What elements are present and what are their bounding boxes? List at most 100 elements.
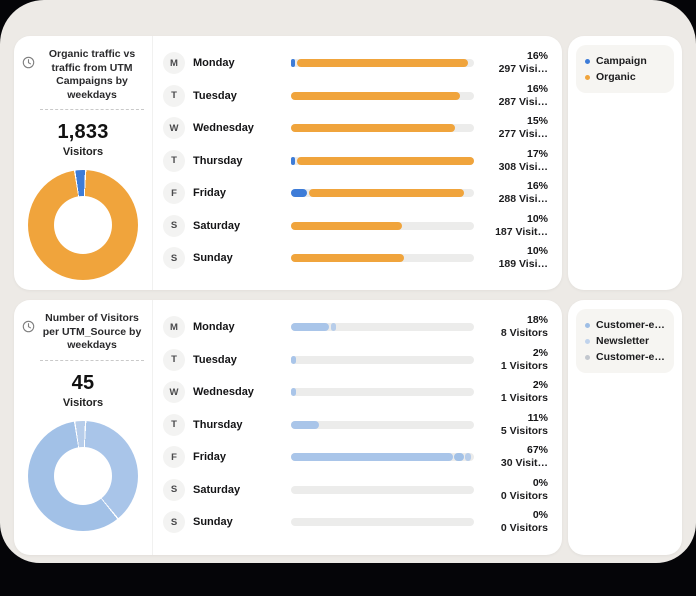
legend-label: Customer-e… [596, 319, 665, 331]
row-values: 10% 189 Visi… [482, 245, 548, 271]
day-letter-badge: T [163, 413, 185, 436]
utm-source-card: Number of Visitors per UTM_Source by wee… [14, 300, 562, 555]
percent-value: 16% [526, 180, 548, 193]
bar-segment [465, 453, 471, 462]
total-visitors-label: Visitors [62, 146, 104, 158]
row-values: 16% 288 Visi… [482, 180, 548, 206]
bar-segment [291, 453, 453, 462]
visitor-count: 308 Visi… [498, 160, 548, 173]
bar-segment [291, 420, 320, 429]
day-letter-badge: S [163, 247, 185, 270]
weekday-bar[interactable] [291, 323, 474, 332]
row-values: 17% 308 Visi… [482, 148, 548, 174]
day-label: Thursday [193, 418, 243, 431]
weekday-bar[interactable] [291, 221, 474, 230]
legend-dot-icon [585, 58, 590, 64]
weekday-row: S Saturday 0% 0 Visitors [163, 474, 548, 507]
day-label: Saturday [193, 219, 241, 232]
legend-chip: Customer-e… Newsletter Customer-e… [576, 309, 674, 373]
card-title: Organic traffic vs traffic from UTM Camp… [40, 48, 144, 110]
day-label: Friday [193, 187, 227, 200]
percent-value: 11% [527, 411, 548, 424]
visitor-count: 189 Visi… [498, 258, 548, 271]
weekday-bar[interactable] [291, 388, 474, 397]
day-letter-badge: S [163, 214, 185, 237]
legend-item[interactable]: Customer-e… [585, 317, 665, 333]
legend-item[interactable]: Customer-e… [585, 349, 665, 365]
bar-segment [296, 59, 468, 68]
weekday-row: W Wednesday 2% 1 Visitors [163, 376, 548, 409]
legend-panel: Customer-e… Newsletter Customer-e… [568, 300, 682, 555]
visitor-count: 30 Visit… [500, 457, 548, 470]
bar-segment [291, 189, 308, 198]
weekday-bar[interactable] [291, 453, 474, 462]
percent-value: 0% [532, 509, 548, 522]
legend-dot-icon [585, 74, 590, 80]
day-letter-badge: F [163, 446, 185, 469]
legend-item[interactable]: Organic [585, 69, 665, 85]
day-letter-badge: T [163, 348, 185, 371]
weekday-row: S Sunday 0% 0 Visitors [163, 506, 548, 539]
percent-value: 2% [532, 379, 548, 392]
legend-label: Campaign [596, 55, 647, 67]
row-values: 0% 0 Visitors [482, 477, 548, 503]
card-summary: Organic traffic vs traffic from UTM Camp… [14, 36, 153, 290]
day-label: Monday [193, 321, 235, 334]
day-letter-badge: S [163, 478, 185, 501]
top-widget-row: Organic traffic vs traffic from UTM Camp… [14, 36, 682, 290]
visitor-count: 0 Visitors [500, 522, 548, 535]
legend-dot-icon [585, 338, 590, 344]
bar-segment [291, 91, 461, 100]
day-label: Tuesday [193, 353, 237, 366]
weekday-bar[interactable] [291, 124, 474, 133]
weekday-bar[interactable] [291, 189, 474, 198]
bar-segment [330, 323, 337, 332]
day-letter-badge: M [163, 52, 185, 75]
legend-item[interactable]: Newsletter [585, 333, 665, 349]
weekday-bar[interactable] [291, 59, 474, 68]
legend-dot-icon [585, 354, 590, 360]
bar-segment [291, 254, 404, 263]
day-label: Monday [193, 57, 235, 70]
visitor-count: 277 Visi… [498, 128, 548, 141]
bar-segment [308, 189, 464, 198]
legend-label: Organic [596, 71, 636, 83]
legend-item[interactable]: Campaign [585, 53, 665, 69]
card-summary: Number of Visitors per UTM_Source by wee… [14, 300, 153, 555]
row-values: 10% 187 Visit… [482, 213, 548, 239]
percent-value: 17% [526, 147, 548, 160]
percent-value: 67% [526, 444, 548, 457]
visitor-count: 288 Visi… [498, 193, 548, 206]
weekday-row: T Thursday 11% 5 Visitors [163, 409, 548, 442]
organic-vs-utm-card: Organic traffic vs traffic from UTM Camp… [14, 36, 562, 290]
row-values: 18% 8 Visitors [482, 314, 548, 340]
bar-segment [296, 156, 474, 165]
weekday-bar[interactable] [291, 485, 474, 494]
clock-icon [22, 56, 35, 74]
weekday-bar[interactable] [291, 254, 474, 263]
day-label: Tuesday [193, 89, 237, 102]
day-label: Friday [193, 451, 227, 464]
percent-value: 10% [526, 212, 548, 225]
row-values: 2% 1 Visitors [482, 379, 548, 405]
weekday-bar[interactable] [291, 355, 474, 364]
donut-chart[interactable] [28, 170, 138, 280]
weekday-bar[interactable] [291, 518, 474, 527]
visitor-count: 287 Visi… [498, 95, 548, 108]
weekday-bar[interactable] [291, 420, 474, 429]
weekday-bar[interactable] [291, 156, 474, 165]
day-letter-badge: S [163, 511, 185, 534]
day-label: Wednesday [193, 122, 254, 135]
row-values: 0% 0 Visitors [482, 509, 548, 535]
weekday-row: M Monday 16% 297 Visi… [163, 47, 548, 80]
visitor-count: 297 Visi… [498, 63, 548, 76]
weekday-bar[interactable] [291, 91, 474, 100]
percent-value: 16% [526, 50, 548, 63]
donut-chart[interactable] [28, 420, 138, 531]
legend-chip: Campaign Organic [576, 45, 674, 93]
row-values: 67% 30 Visit… [482, 444, 548, 470]
day-letter-badge: F [163, 182, 185, 205]
weekday-row: M Monday 18% 8 Visitors [163, 311, 548, 344]
day-letter-badge: W [163, 381, 185, 404]
bar-segment [454, 453, 464, 462]
